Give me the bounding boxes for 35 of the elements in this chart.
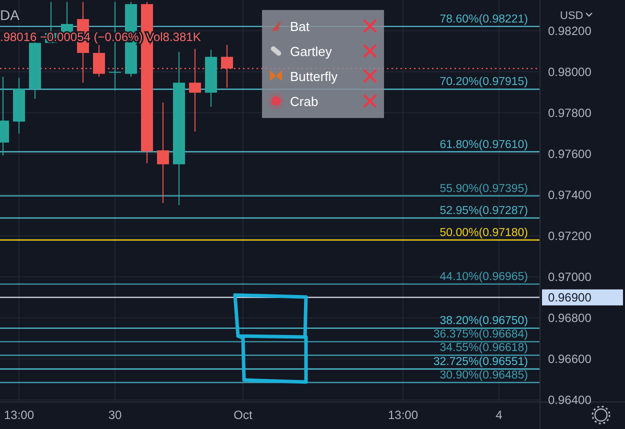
y-tick-label: 0.98200 — [548, 24, 592, 38]
y-tick-label: 0.97800 — [548, 106, 592, 120]
text: USD — [560, 10, 584, 22]
x-tick-label: 4 — [496, 408, 503, 422]
ref-line-label: 78.60%(0.98221) — [440, 13, 528, 26]
y-tick-label: 0.96800 — [548, 311, 592, 326]
x-tick-label: Oct — [234, 408, 253, 422]
x-tick-label: 30 — [108, 408, 122, 422]
ref-line-label: 38.20%(0.96750) — [440, 315, 528, 328]
annotation: Crab — [290, 94, 318, 109]
ref-line-label: 70.20%(0.97915) — [440, 76, 528, 88]
ref-line-label: 30.90%(0.96485) — [440, 370, 528, 382]
y-tick-label: 0.97200 — [548, 229, 592, 244]
x-tick-label: 13:00 — [388, 408, 418, 422]
ref-line-label: 44.10%(0.96965) — [440, 271, 528, 284]
ref-line-label: 34.55%(0.96618) — [440, 342, 528, 354]
annotation: Bat — [290, 19, 310, 34]
y-tick-label: 0.97400 — [548, 188, 592, 202]
y-tick-label: 0.96600 — [548, 352, 592, 366]
ref-line-label: 32.725%(0.96551) — [433, 356, 528, 368]
ref-line-label: 55.90%(0.97395) — [440, 182, 528, 195]
ref-line-label: 50.00%(0.97180) — [440, 226, 528, 239]
ref-line-label: 52.95%(0.97287) — [440, 205, 528, 218]
y-tick-label: 0.96400 — [548, 393, 592, 408]
y-tick-label: 0.97600 — [548, 147, 592, 162]
text: DA — [0, 7, 20, 23]
annotation: Gartley — [290, 44, 332, 59]
ref-line-label: 36.375%(0.96684) — [433, 328, 528, 341]
y-tick-label: 0.97000 — [548, 270, 592, 284]
x-tick-label: 13:00 — [4, 408, 34, 422]
ref-line-label: 0.96900 — [548, 290, 592, 305]
ref-line-label: 61.80%(0.97610) — [440, 138, 528, 151]
y-tick-label: 0.98000 — [548, 64, 592, 79]
annotation: Butterfly — [290, 69, 338, 84]
candlestick — [157, 102, 169, 204]
